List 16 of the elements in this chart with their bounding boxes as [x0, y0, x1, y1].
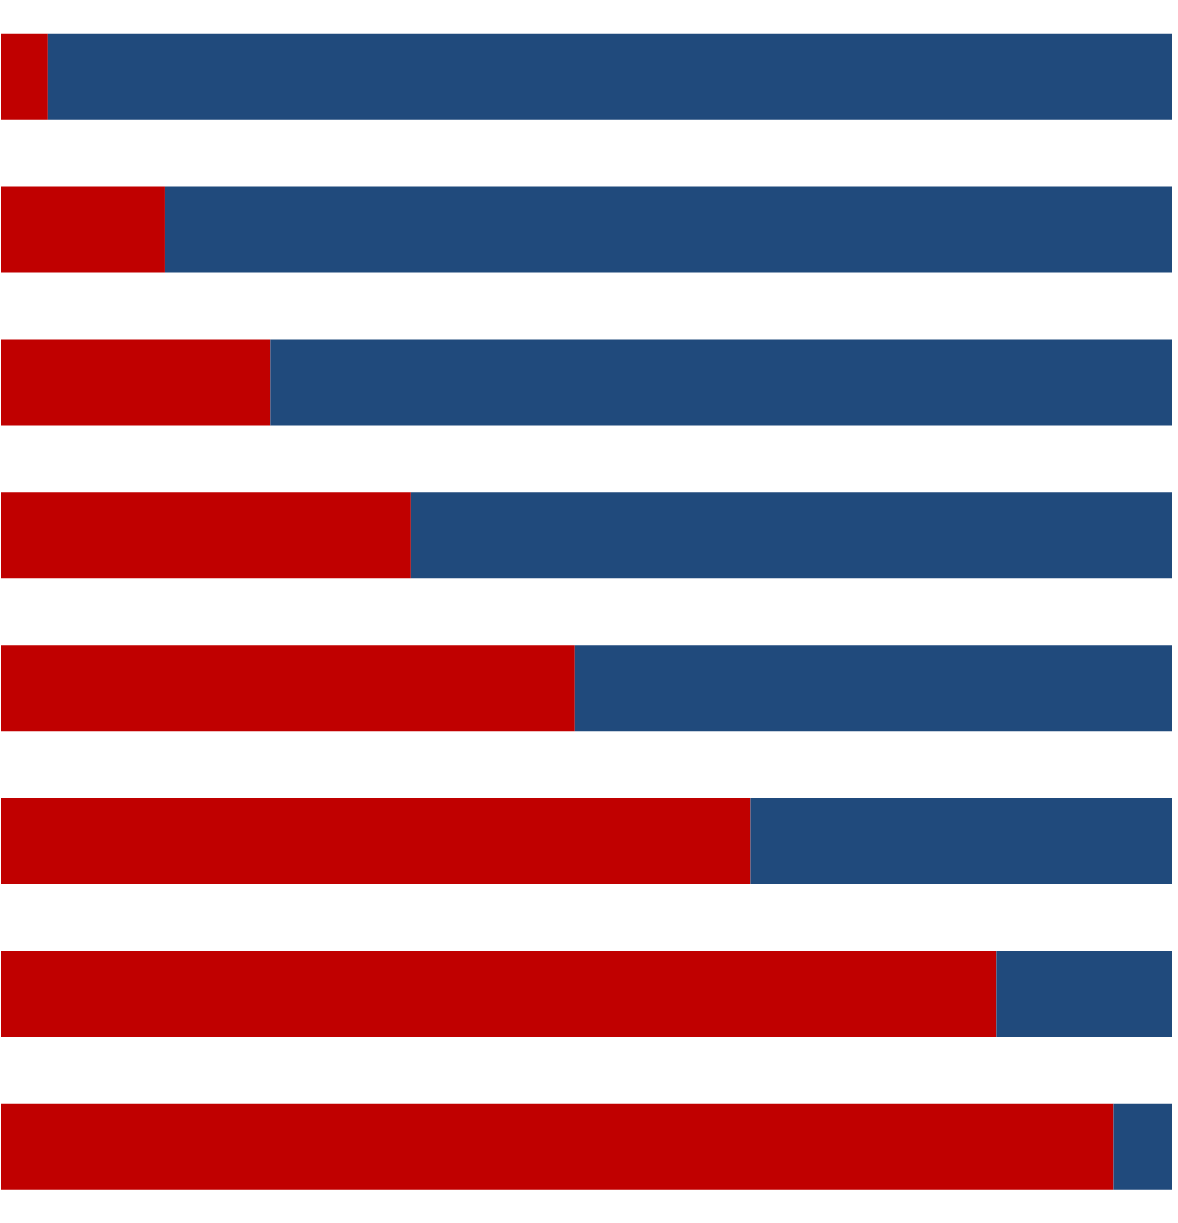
bar	[1, 33, 48, 120]
bar	[1113, 1103, 1172, 1190]
bar	[1, 492, 411, 579]
bar	[410, 492, 1172, 579]
bar	[1, 798, 751, 885]
bar	[1, 950, 997, 1037]
bar	[164, 186, 1172, 273]
bar	[1, 186, 165, 273]
bar	[270, 339, 1172, 426]
bar	[750, 798, 1172, 885]
bar	[1, 645, 575, 732]
bar	[574, 645, 1172, 732]
bar	[1, 1103, 1114, 1190]
bar	[47, 33, 1172, 120]
bar	[1, 339, 271, 426]
bar	[996, 950, 1172, 1037]
